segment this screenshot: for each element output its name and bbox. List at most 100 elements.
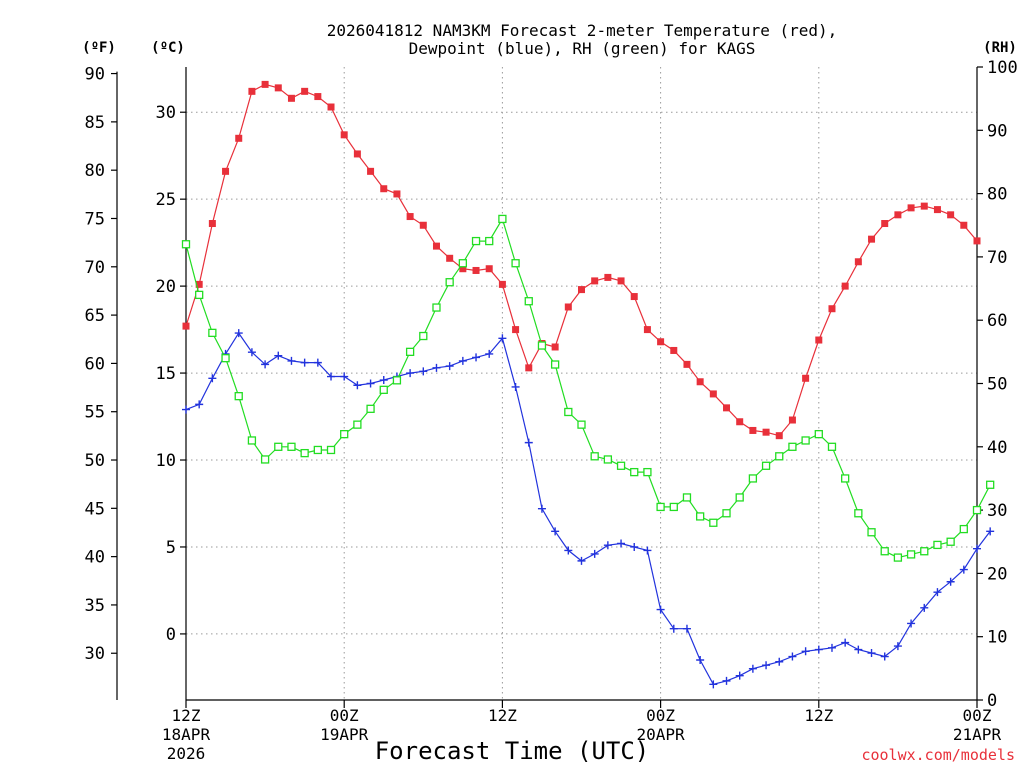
dewpoint-point — [827, 643, 836, 652]
rh-point — [696, 512, 705, 521]
fahrenheit-tick-label: 45 — [85, 499, 105, 519]
celsius-tick-label: 10 — [156, 451, 176, 471]
dewpoint-point — [366, 379, 375, 388]
rh-point — [841, 474, 850, 483]
rh-point — [221, 354, 230, 363]
dewpoint-point — [551, 527, 560, 536]
dewpoint-point — [590, 549, 599, 558]
temperature-point — [973, 237, 981, 245]
temperature-point — [696, 378, 704, 386]
dewpoint-point — [247, 348, 256, 357]
dewpoint-point — [788, 652, 797, 661]
rh-point — [722, 509, 731, 518]
chart-title-line1: 2026041812 NAM3KM Forecast 2-meter Tempe… — [327, 21, 838, 40]
fahrenheit-tick-label: 40 — [85, 548, 105, 568]
dewpoint-point — [722, 676, 731, 685]
rh-point — [933, 540, 942, 550]
rh-point — [511, 259, 520, 268]
rh-point — [814, 429, 823, 439]
dewpoint-point — [340, 372, 349, 381]
temperature-point — [459, 265, 467, 273]
dewpoint-point — [353, 381, 362, 390]
temperature-point — [340, 131, 348, 139]
dewpoint-point — [907, 619, 916, 628]
dewpoint-point — [854, 645, 863, 654]
temperature-point — [749, 426, 757, 434]
temperature-point — [195, 280, 203, 288]
dewpoint-point — [195, 400, 204, 409]
dewpoint-point — [524, 438, 533, 447]
rh-point — [260, 455, 270, 464]
dewpoint-point — [748, 664, 757, 673]
dewpoint-point — [735, 671, 744, 680]
temperature-point — [498, 280, 506, 288]
rh-point — [524, 297, 533, 306]
rh-point — [366, 404, 375, 413]
temperature-point — [472, 266, 480, 274]
rh-point — [419, 331, 428, 341]
rh-tick-label: 60 — [987, 311, 1007, 331]
rh-point — [353, 420, 362, 429]
rh-point — [550, 360, 560, 369]
rh-point — [458, 259, 468, 268]
rh-point — [379, 385, 388, 394]
rh-tick-label: 50 — [987, 375, 1007, 395]
temperature-point — [327, 103, 335, 111]
rh-series — [181, 214, 995, 562]
temperature-point — [301, 87, 309, 95]
dewpoint-point — [603, 541, 612, 550]
dewpoint-point — [287, 356, 296, 365]
dewpoint-point — [485, 349, 494, 358]
dewpoint-point — [313, 358, 322, 367]
rh-point — [959, 524, 968, 534]
dewpoint-point — [696, 656, 705, 665]
temperature-point — [854, 258, 862, 266]
temperature-point — [274, 84, 282, 92]
rh-point — [761, 461, 771, 470]
temperature-point — [485, 265, 493, 273]
temperature-point — [578, 286, 585, 294]
rh-point — [234, 392, 243, 401]
temperature-point — [868, 235, 876, 243]
fahrenheit-tick-label: 85 — [85, 113, 105, 133]
temperature-point — [419, 221, 427, 229]
dewpoint-point — [261, 360, 270, 369]
fahrenheit-tick-label: 30 — [85, 644, 105, 664]
temperature-point — [551, 343, 559, 351]
dewpoint-point — [959, 565, 968, 574]
rh-point — [432, 303, 441, 312]
rh-point — [854, 509, 863, 518]
x-tick-label: 00Z — [330, 706, 359, 725]
x-tick-year-label: 2026 — [167, 744, 206, 763]
rh-point — [906, 550, 916, 559]
dewpoint-point — [406, 369, 415, 378]
x-tick-date-label: 19APR — [320, 725, 369, 744]
dewpoint-point — [643, 546, 652, 555]
temperature-point — [182, 322, 190, 330]
temperature-point — [815, 336, 823, 344]
temperature-point — [683, 360, 691, 368]
x-tick-date-label: 18APR — [162, 725, 211, 744]
rh-point — [735, 493, 744, 502]
celsius-tick-label: 25 — [156, 190, 176, 210]
dewpoint-point — [300, 358, 309, 367]
dewpoint-point — [841, 638, 850, 647]
rh-point — [630, 467, 639, 477]
rh-point — [181, 240, 191, 249]
temperature-point — [512, 326, 520, 334]
rh-point — [564, 407, 573, 417]
chart-title-line2: Dewpoint (blue), RH (green) for KAGS — [409, 39, 756, 58]
x-tick-label: 00Z — [646, 706, 675, 725]
rh-point — [788, 442, 797, 451]
temperature-point — [314, 93, 322, 101]
rh-tick-label: 40 — [987, 438, 1007, 458]
rh-point — [208, 328, 217, 338]
rh-tick-label: 20 — [987, 564, 1007, 584]
temperature-point — [591, 277, 599, 285]
temperature-point — [775, 432, 783, 440]
dewpoint-point — [445, 362, 454, 371]
rh-tick-label: 10 — [987, 628, 1007, 648]
temperature-point — [788, 416, 796, 424]
dewpoint-series — [182, 329, 995, 689]
dewpoint-point — [933, 588, 942, 597]
